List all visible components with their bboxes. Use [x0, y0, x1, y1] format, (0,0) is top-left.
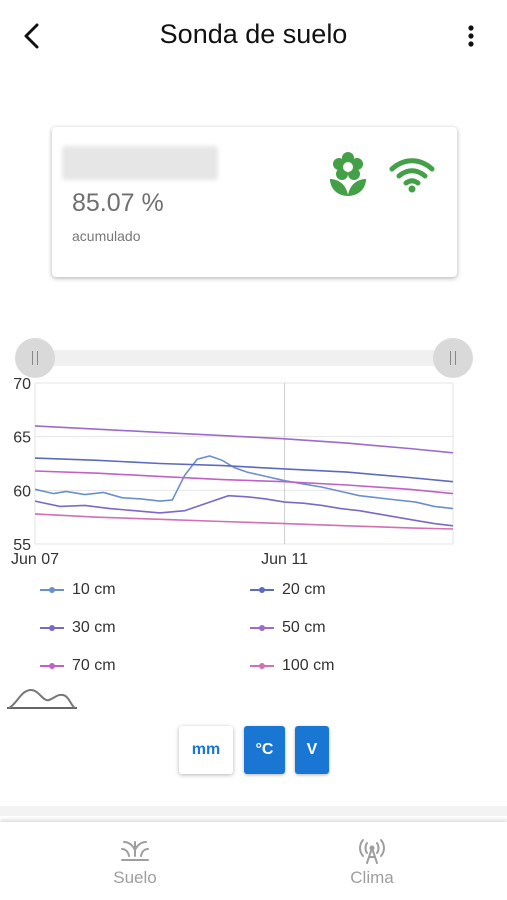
- more-vertical-icon: [468, 25, 474, 47]
- content-separator: [0, 806, 507, 816]
- sensor-name-redacted: [62, 146, 218, 180]
- nav-item-clima[interactable]: Clima: [312, 836, 432, 888]
- y-tick-label: 65: [13, 430, 31, 447]
- x-tick-label: Jun 11: [261, 551, 308, 568]
- legend-label: 50 cm: [282, 619, 326, 636]
- legend-swatch: [250, 625, 274, 631]
- legend-item[interactable]: 70 cm: [40, 654, 116, 678]
- legend-label: 100 cm: [282, 657, 335, 674]
- legend-dot: [49, 663, 55, 669]
- nav-label-clima: Clima: [350, 868, 394, 887]
- page-title: Sonda de suelo: [159, 19, 348, 49]
- series-line-70cm: [34, 470, 454, 495]
- antenna-icon: [359, 839, 385, 864]
- legend-dot: [49, 625, 55, 631]
- sprout-icon: [121, 841, 149, 861]
- series-line-30cm: [34, 494, 454, 527]
- legend-label: 30 cm: [72, 619, 116, 636]
- legend-dot: [259, 663, 265, 669]
- legend-item[interactable]: 30 cm: [40, 616, 116, 640]
- legend-swatch: [40, 625, 64, 631]
- grip-icon: [450, 351, 456, 365]
- legend-dot: [49, 587, 55, 593]
- wifi-icon: [389, 158, 435, 193]
- legend-swatch: [250, 587, 274, 593]
- back-button[interactable]: [14, 18, 50, 54]
- legend-item[interactable]: 20 cm: [250, 578, 326, 602]
- series-line-20cm: [34, 457, 454, 483]
- nav-label-suelo: Suelo: [113, 868, 157, 887]
- nav-item-suelo[interactable]: Suelo: [75, 836, 195, 888]
- y-tick-label: 60: [13, 483, 31, 500]
- arrow-back-icon: [24, 23, 39, 49]
- legend-swatch: [40, 587, 64, 593]
- area-chart-toggle-icon[interactable]: [7, 686, 77, 712]
- unit-selector: mm °C V: [0, 726, 507, 776]
- slider-handle-start[interactable]: [15, 338, 55, 378]
- plot-frame: [34, 382, 454, 545]
- sensor-summary-card[interactable]: 85.07 % acumulado: [52, 127, 457, 277]
- y-tick-label: 55: [13, 537, 31, 554]
- bottom-navigation: Suelo Clima: [0, 822, 507, 900]
- legend-swatch: [40, 663, 64, 669]
- legend-swatch: [250, 663, 274, 669]
- unit-celsius-button[interactable]: °C: [244, 726, 285, 774]
- slider-track[interactable]: [33, 350, 455, 366]
- legend-item[interactable]: 50 cm: [250, 616, 326, 640]
- unit-mm-button[interactable]: mm: [179, 726, 233, 774]
- app-header: Sonda de suelo: [0, 0, 507, 70]
- legend-item[interactable]: 100 cm: [250, 654, 334, 678]
- accumulated-label: acumulado: [72, 228, 141, 244]
- grip-icon: [32, 351, 38, 365]
- slider-handle-end[interactable]: [433, 338, 473, 378]
- series-line-50cm: [34, 425, 454, 454]
- unit-volt-button[interactable]: V: [295, 726, 329, 774]
- legend-label: 20 cm: [282, 581, 326, 598]
- y-tick-label: 70: [13, 376, 31, 393]
- more-options-button[interactable]: [459, 20, 483, 52]
- legend-dot: [259, 625, 265, 631]
- x-tick-label: Jun 07: [11, 551, 59, 568]
- series-line-100cm: [34, 513, 454, 530]
- legend-dot: [259, 587, 265, 593]
- legend-label: 10 cm: [72, 581, 116, 598]
- date-range-slider[interactable]: [15, 338, 473, 378]
- legend-item[interactable]: 10 cm: [40, 578, 116, 602]
- accumulated-value: 85.07 %: [72, 189, 164, 217]
- plant-icon: [330, 152, 366, 196]
- legend-label: 70 cm: [72, 657, 116, 674]
- series-line-10cm: [34, 455, 454, 510]
